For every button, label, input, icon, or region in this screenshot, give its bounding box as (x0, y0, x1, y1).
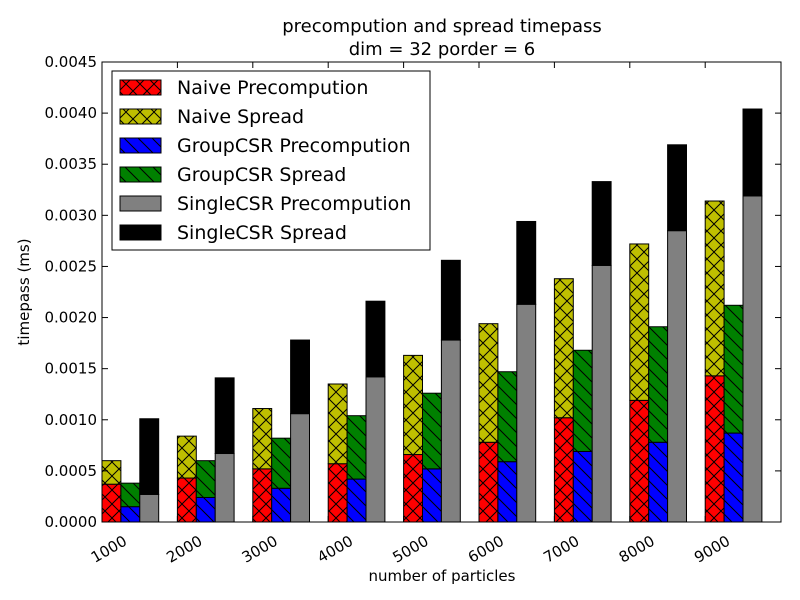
bar-hatch-naive-spread (102, 460, 121, 485)
y-tick-label: 0.0040 (45, 104, 98, 122)
y-tick-label: 0.0030 (45, 206, 98, 224)
legend-swatch-hatch (120, 167, 161, 182)
bar-singlecsr-spread (214, 377, 235, 455)
bar-singlecsr-spread (139, 418, 160, 495)
bar-hatch-groupcsr-spread (724, 305, 743, 434)
bar-hatch-groupcsr-precompution (422, 468, 442, 522)
legend-label-naive-precompution: Naive Precompution (177, 77, 368, 99)
legend-label-singlecsr-precompution: SingleCSR Precompution (177, 193, 411, 215)
bar-singlecsr-precompution (290, 413, 311, 523)
x-axis-label: number of particles (369, 567, 516, 585)
bar-singlecsr-spread (365, 300, 386, 378)
x-tick-label: 3000 (239, 532, 281, 567)
chart-title-line2: dim = 32 porder = 6 (349, 39, 536, 60)
bar-singlecsr-spread (290, 339, 311, 415)
y-axis: 0.0000 0.0005 0.0010 0.0015 0.0020 0.0025 0.00… (45, 53, 781, 531)
bar-hatch-groupcsr-precompution (573, 451, 593, 522)
bar-singlecsr-precompution (214, 453, 235, 523)
bar-hatch-groupcsr-precompution (497, 461, 517, 522)
legend-label-naive-spread: Naive Spread (177, 106, 304, 128)
legend-label-singlecsr-spread: SingleCSR Spread (177, 222, 347, 244)
legend-swatch-hatch (120, 109, 161, 124)
bar-singlecsr-precompution (591, 264, 612, 523)
bar-hatch-groupcsr-precompution (196, 497, 216, 522)
y-tick-label: 0.0000 (45, 513, 98, 531)
plot-frame (101, 61, 782, 523)
bar-singlecsr-precompution (742, 195, 763, 523)
bar-hatch-naive-spread (403, 355, 423, 455)
y-tick-label: 0.0045 (45, 53, 98, 71)
bar-singlecsr-precompution (440, 339, 461, 523)
x-tick-label: 4000 (314, 532, 356, 567)
y-tick-label: 0.0010 (45, 411, 98, 429)
y-tick-label: 0.0020 (45, 309, 98, 327)
bar-singlecsr-precompution (516, 303, 537, 523)
bar-hatch-groupcsr-precompution (347, 479, 366, 522)
bar-hatch-naive-spread (479, 323, 498, 443)
legend-swatch-singlecsr-precompution (119, 195, 162, 212)
y-tick-label: 0.0015 (45, 360, 98, 378)
bar-hatch-naive-precompution (177, 478, 197, 522)
bar-singlecsr-precompution (667, 230, 687, 523)
legend-box (111, 70, 431, 251)
x-tick-label: 7000 (540, 532, 582, 567)
bar-hatch-naive-precompution (252, 468, 272, 522)
x-tick-label: 8000 (616, 532, 658, 567)
bar-hatch-naive-spread (252, 408, 272, 469)
bar-hatch-naive-spread (629, 243, 649, 401)
y-tick-label: 0.0025 (45, 257, 98, 275)
chart-title-line1: precompution and spread timepass (282, 16, 602, 37)
bar-singlecsr-spread (591, 181, 612, 266)
legend-swatch-singlecsr-spread (119, 224, 162, 241)
bar-hatch-naive-spread (177, 436, 197, 479)
bar-hatch-groupcsr-spread (196, 460, 216, 498)
x-tick-label: 9000 (691, 532, 733, 567)
bar-hatch-naive-spread (554, 278, 574, 418)
y-axis-label: timepass (ms) (15, 238, 33, 345)
bar-singlecsr-precompution (365, 376, 386, 523)
bar-hatch-naive-spread (705, 201, 725, 376)
bar-hatch-naive-spread (328, 384, 348, 464)
bar-singlecsr-spread (742, 108, 763, 197)
bar-hatch-naive-precompution (479, 442, 498, 522)
legend-swatch-hatch (120, 80, 161, 95)
bar-hatch-groupcsr-precompution (648, 442, 668, 522)
legend-swatch-hatch (120, 138, 161, 153)
bar-hatch-groupcsr-spread (497, 371, 517, 462)
legend: Naive Precompution Naive Spread GroupCSR P… (111, 70, 431, 251)
bar-hatch-groupcsr-precompution (120, 506, 140, 522)
x-tick-label: 2000 (163, 532, 205, 567)
bar-hatch-groupcsr-spread (422, 393, 442, 469)
bar-hatch-groupcsr-spread (573, 350, 593, 452)
bar-singlecsr-spread (667, 144, 687, 232)
bar-hatch-naive-precompution (102, 484, 121, 522)
x-tick-label: 5000 (390, 532, 432, 567)
bar-singlecsr-precompution (139, 493, 160, 523)
bar-hatch-groupcsr-spread (271, 438, 291, 489)
x-tick-label: 6000 (465, 532, 507, 567)
legend-label-groupcsr-precompution: GroupCSR Precompution (177, 135, 411, 157)
bar-hatch-groupcsr-precompution (724, 433, 743, 522)
bar-hatch-groupcsr-spread (120, 483, 140, 507)
bar-singlecsr-spread (516, 220, 537, 305)
x-tick-label: 1000 (88, 532, 130, 567)
bar-hatch-groupcsr-spread (648, 326, 668, 443)
bar-hatch-groupcsr-spread (347, 415, 366, 480)
bar-hatch-naive-precompution (328, 463, 348, 522)
bar-singlecsr-spread (440, 259, 461, 341)
bar-hatch-naive-precompution (629, 400, 649, 522)
y-tick-label: 0.0035 (45, 155, 98, 173)
y-tick-label: 0.0005 (45, 462, 98, 480)
bar-group (101, 108, 763, 523)
bar-hatch-groupcsr-precompution (271, 488, 291, 522)
bar-hatch-naive-precompution (403, 454, 423, 522)
legend-label-groupcsr-spread: GroupCSR Spread (177, 164, 346, 186)
bar-hatch-naive-precompution (554, 417, 574, 522)
bar-hatch-naive-precompution (705, 375, 725, 522)
